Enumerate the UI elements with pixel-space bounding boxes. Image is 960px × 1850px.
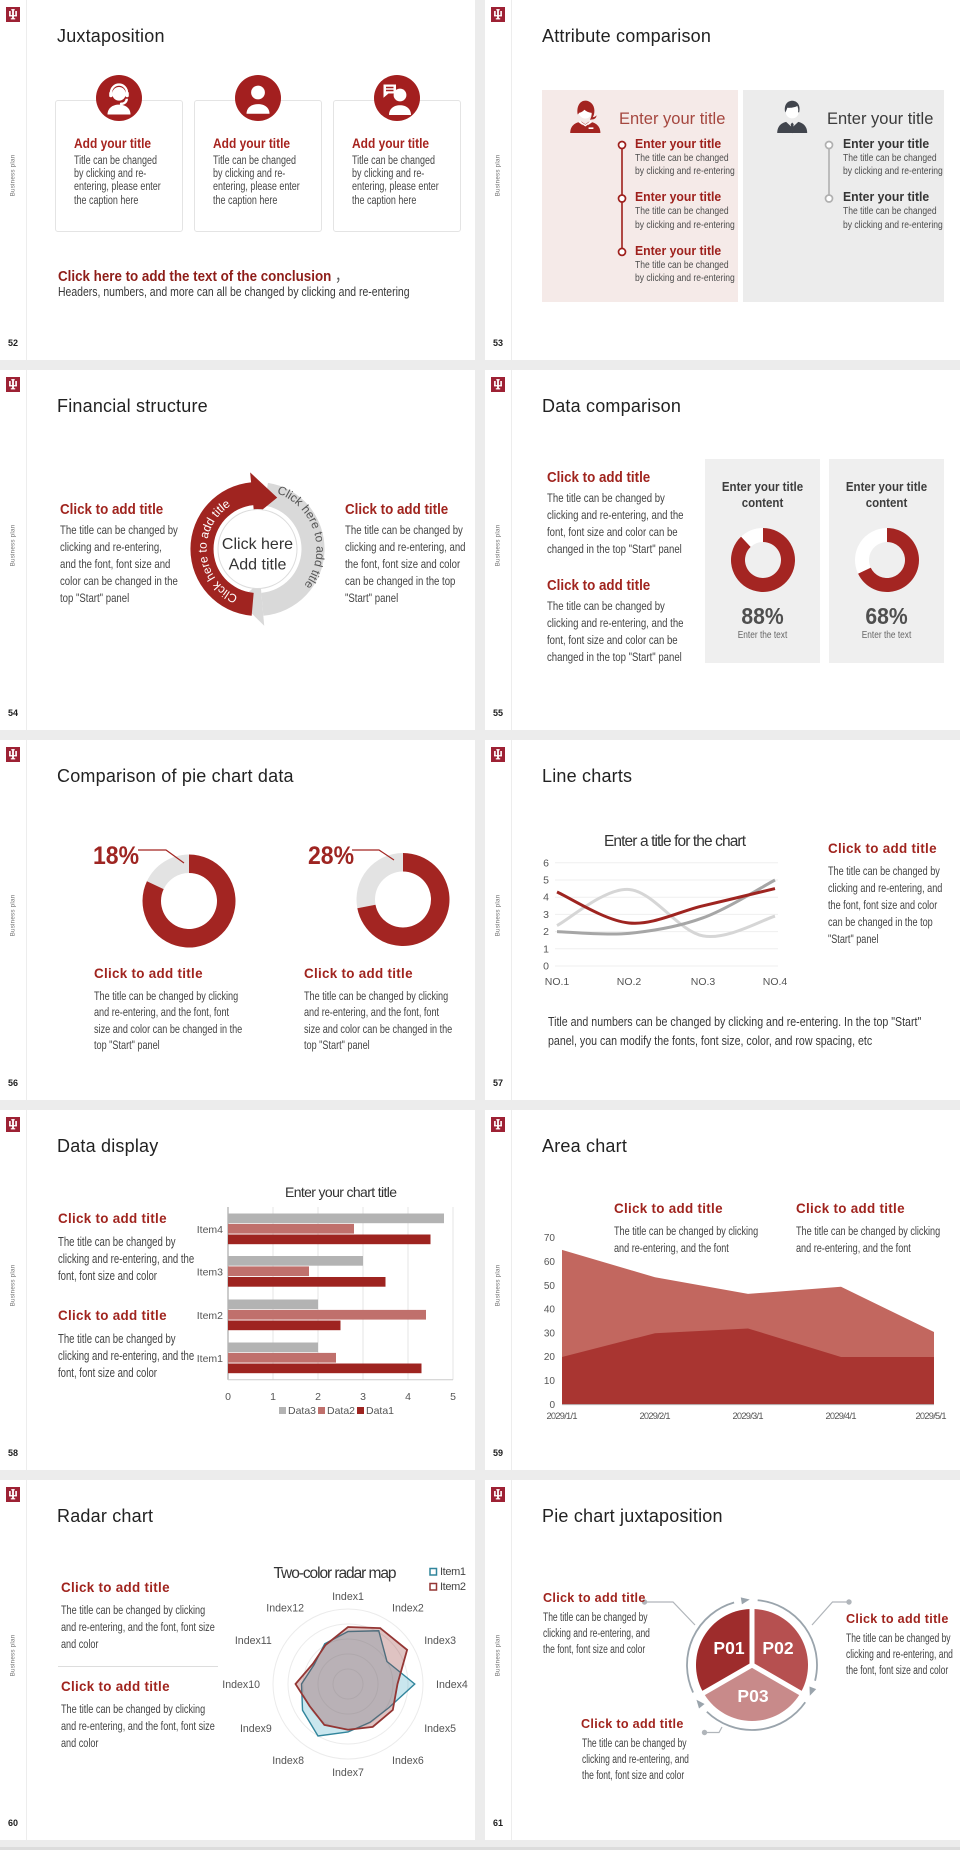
svg-text:1: 1 [270,1391,276,1403]
svg-text:2029/3/1: 2029/3/1 [733,1411,764,1421]
svg-text:NO.4: NO.4 [763,976,788,988]
svg-text:2: 2 [543,926,549,938]
svg-text:3: 3 [543,909,549,921]
svg-text:Index8: Index8 [272,1755,304,1767]
svg-text:20: 20 [544,1352,556,1363]
svg-text:P01: P01 [713,1638,744,1658]
svg-text:NO.3: NO.3 [691,976,716,988]
svg-text:3: 3 [360,1391,366,1403]
svg-text:Index11: Index11 [235,1635,272,1647]
svg-text:Data2: Data2 [327,1405,355,1417]
svg-text:2029/4/1: 2029/4/1 [826,1411,857,1421]
svg-text:P02: P02 [762,1638,793,1658]
svg-text:Two-color radar map: Two-color radar map [274,1565,397,1582]
svg-text:NO.2: NO.2 [617,976,642,988]
svg-text:60: 60 [544,1257,556,1268]
svg-text:30: 30 [544,1328,556,1339]
svg-text:Click here: Click here [222,536,293,553]
svg-text:Add title: Add title [229,557,287,574]
svg-text:70: 70 [544,1233,556,1244]
svg-text:40: 40 [544,1305,556,1316]
svg-text:2029/2/1: 2029/2/1 [640,1411,671,1421]
svg-text:Index1: Index1 [332,1591,364,1603]
svg-text:4: 4 [543,892,549,904]
svg-text:2029/5/1: 2029/5/1 [916,1411,947,1421]
svg-text:Item4: Item4 [197,1224,223,1236]
svg-text:Index5: Index5 [424,1723,456,1735]
svg-text:Item1: Item1 [197,1353,223,1365]
svg-text:Index2: Index2 [392,1603,424,1615]
svg-text:0: 0 [225,1391,231,1403]
svg-text:2029/1/1: 2029/1/1 [547,1411,578,1421]
svg-text:10: 10 [544,1376,556,1387]
svg-text:2: 2 [315,1391,321,1403]
svg-text:5: 5 [543,875,549,887]
svg-text:Index3: Index3 [424,1635,456,1647]
svg-text:Index7: Index7 [332,1767,364,1779]
svg-text:NO.1: NO.1 [545,976,570,988]
svg-text:P03: P03 [737,1686,768,1706]
svg-text:Index6: Index6 [392,1755,424,1767]
svg-text:1: 1 [543,943,549,955]
svg-text:Data3: Data3 [288,1405,316,1417]
svg-text:Enter a title for the chart: Enter a title for the chart [604,833,747,850]
svg-text:Data1: Data1 [366,1405,394,1417]
svg-text:Item2: Item2 [197,1310,223,1322]
svg-text:Index10: Index10 [222,1679,260,1691]
svg-text:6: 6 [543,857,549,869]
svg-text:Item2: Item2 [440,1581,466,1593]
svg-text:Item1: Item1 [440,1566,466,1578]
svg-text:0: 0 [543,961,549,973]
svg-text:Index12: Index12 [266,1603,304,1615]
svg-text:Enter your chart title: Enter your chart title [285,1184,397,1200]
svg-text:4: 4 [405,1391,411,1403]
svg-text:Index9: Index9 [240,1723,272,1735]
svg-text:50: 50 [544,1281,556,1292]
svg-text:Item3: Item3 [197,1267,223,1279]
svg-text:5: 5 [450,1391,456,1403]
svg-text:0: 0 [549,1400,555,1411]
svg-text:Index4: Index4 [436,1679,468,1691]
